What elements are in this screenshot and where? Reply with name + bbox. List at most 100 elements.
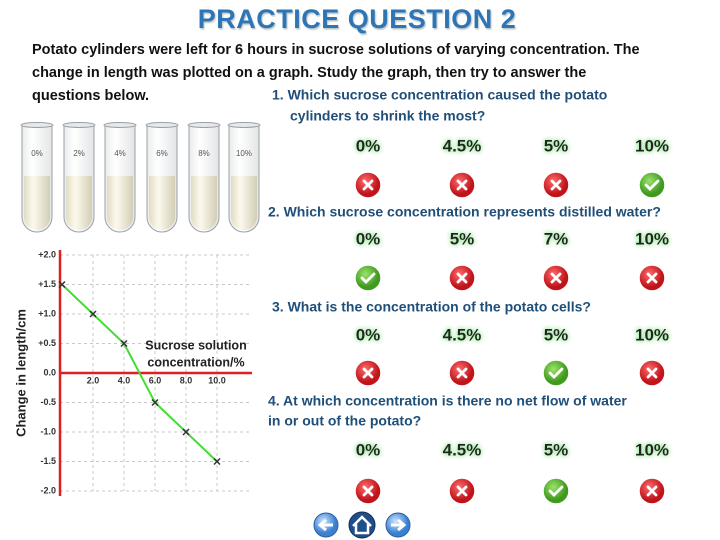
answer-option[interactable]: 4.5%	[443, 136, 482, 199]
option-label: 10%	[635, 136, 669, 155]
intro-line: Potato cylinders were left for 6 hours i…	[32, 42, 640, 58]
answer-option[interactable]: 10%	[635, 440, 669, 505]
wrong-icon[interactable]	[638, 264, 666, 292]
icon-symbol	[456, 272, 468, 284]
icon-symbol	[456, 179, 468, 191]
answer-option[interactable]: 4.5%	[443, 440, 482, 505]
option-label: 5%	[544, 325, 569, 344]
option-label: 0%	[356, 440, 381, 459]
y-tick-label: +0.5	[38, 338, 56, 348]
question-text: 1. Which sucrose concentration caused th…	[272, 87, 607, 103]
y-axis-label: Change in length/cm	[13, 309, 28, 437]
option-label: 10%	[635, 325, 669, 344]
icon-symbol	[360, 272, 376, 284]
question-text: cylinders to shrink the most?	[290, 108, 485, 124]
icon-symbol	[550, 272, 562, 284]
answer-option[interactable]: 0%	[354, 136, 382, 199]
answer-option[interactable]: 5%	[542, 325, 570, 387]
test-tube: 10%	[227, 122, 261, 233]
question: 4. At which concentration is there no ne…	[268, 393, 669, 505]
icon-symbol	[362, 179, 374, 191]
tube-glass	[104, 125, 136, 233]
option-label: 5%	[544, 136, 569, 155]
y-tick-label: -1.0	[40, 426, 56, 436]
question-text: 3. What is the concentration of the pota…	[272, 299, 591, 315]
answer-option[interactable]: 0%	[354, 440, 382, 505]
x-tick-label: 6.0	[149, 375, 162, 385]
y-tick-label: +2.0	[38, 249, 56, 259]
correct-icon[interactable]	[542, 477, 570, 505]
x-tick-label: 8.0	[180, 375, 193, 385]
wrong-icon[interactable]	[448, 477, 476, 505]
answer-option[interactable]: 5%	[448, 229, 476, 292]
correct-icon[interactable]	[542, 359, 570, 387]
tube-label: 10%	[236, 149, 252, 158]
answer-option[interactable]: 10%	[635, 229, 669, 292]
nav	[313, 511, 411, 539]
wrong-icon[interactable]	[638, 477, 666, 505]
question: 1. Which sucrose concentration caused th…	[272, 87, 669, 199]
wrong-icon[interactable]	[448, 264, 476, 292]
correct-icon[interactable]	[354, 264, 382, 292]
tube-glass	[228, 125, 260, 233]
answer-option[interactable]: 5%	[542, 440, 570, 505]
wrong-icon[interactable]	[638, 359, 666, 387]
wrong-icon[interactable]	[448, 171, 476, 199]
test-tube: 4%	[103, 122, 137, 233]
wrong-icon[interactable]	[354, 477, 382, 505]
tube-rim	[20, 122, 54, 128]
icon-symbol	[646, 272, 658, 284]
icon-symbol	[362, 485, 374, 497]
question: 2. Which sucrose concentration represent…	[268, 204, 669, 292]
tube-label: 2%	[73, 149, 85, 158]
tube-label: 4%	[114, 149, 126, 158]
option-label: 4.5%	[443, 136, 482, 155]
option-label: 4.5%	[443, 440, 482, 459]
x-tick-label: 2.0	[87, 375, 100, 385]
answer-option[interactable]: 10%	[635, 325, 669, 387]
tube-rim	[145, 122, 179, 128]
option-label: 0%	[356, 229, 381, 248]
option-label: 4.5%	[443, 325, 482, 344]
test-tube: 6%	[145, 122, 179, 233]
data-point	[120, 339, 128, 348]
wrong-icon[interactable]	[542, 264, 570, 292]
x-axis-label: Sucrose solution	[145, 338, 246, 352]
icon-symbol	[646, 485, 658, 497]
tube-label: 0%	[31, 149, 43, 158]
back-button[interactable]	[313, 512, 339, 538]
answer-option[interactable]: 0%	[354, 325, 382, 387]
wrong-icon[interactable]	[542, 171, 570, 199]
intro-line: change in length was plotted on a graph.…	[32, 65, 586, 81]
forward-button[interactable]	[385, 512, 411, 538]
option-label: 5%	[544, 440, 569, 459]
wrong-icon[interactable]	[354, 359, 382, 387]
data-line	[61, 283, 218, 463]
option-label: 7%	[544, 229, 569, 248]
intro-line: questions below.	[32, 88, 149, 104]
x-tick-label: 4.0	[118, 375, 131, 385]
answer-option[interactable]: 5%	[542, 136, 570, 199]
answer-option[interactable]: 4.5%	[443, 325, 482, 387]
option-label: 0%	[356, 136, 381, 155]
tube-rim	[227, 122, 261, 128]
wrong-icon[interactable]	[448, 359, 476, 387]
question: 3. What is the concentration of the pota…	[272, 299, 669, 387]
answer-option[interactable]: 7%	[542, 229, 570, 292]
home-button[interactable]	[348, 511, 376, 539]
tube-label: 8%	[198, 149, 210, 158]
y-tick-label: -2.0	[40, 485, 56, 495]
tube-rim	[187, 122, 221, 128]
test-tube: 2%	[62, 122, 96, 233]
y-tick-label: +1.0	[38, 308, 56, 318]
correct-icon[interactable]	[638, 171, 666, 199]
tube-glass	[188, 125, 220, 233]
icon-symbol	[548, 367, 564, 379]
test-tube: 0%	[20, 122, 54, 233]
wrong-icon[interactable]	[354, 171, 382, 199]
answer-option[interactable]: 10%	[635, 136, 669, 199]
answer-option[interactable]: 0%	[354, 229, 382, 292]
y-tick-label: +1.5	[38, 279, 56, 289]
